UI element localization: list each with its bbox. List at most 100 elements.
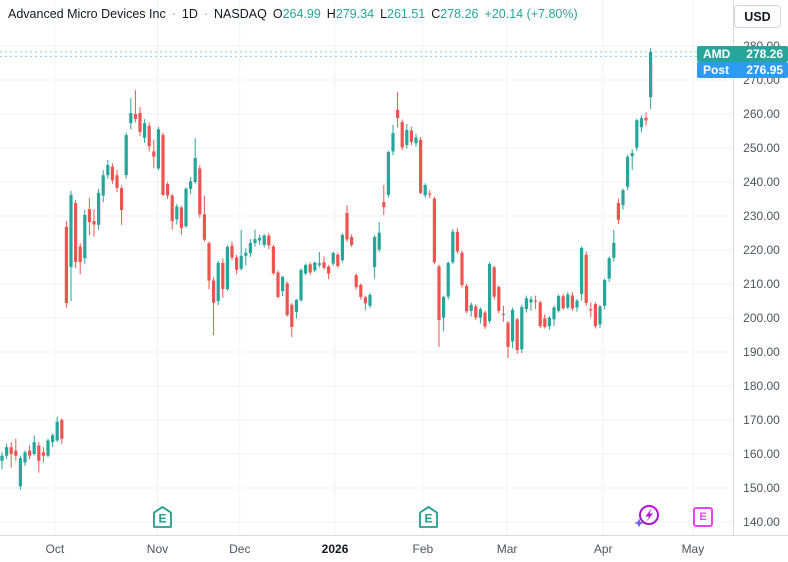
candle-body (575, 300, 579, 308)
candle-body (345, 212, 349, 240)
candle-body (198, 168, 202, 215)
time-tick-label: Apr (593, 542, 613, 556)
candle-body (189, 181, 193, 189)
price-tick-label: 260.00 (743, 107, 780, 121)
last-price-value: 278.26 (746, 46, 783, 61)
candle-body (216, 262, 220, 301)
candle-body (129, 112, 133, 124)
candle-body (258, 237, 262, 241)
price-tick-label: 150.00 (743, 481, 780, 495)
candle-body (419, 139, 423, 193)
candle-body (253, 239, 257, 244)
candle-body (566, 294, 570, 308)
candle-body (405, 129, 409, 145)
candle-body (106, 165, 110, 176)
candle-body (501, 313, 505, 315)
candle-body (161, 135, 165, 195)
candle-body (267, 235, 271, 246)
candle-body (308, 264, 312, 273)
candle-body (14, 450, 18, 456)
candle-body (313, 262, 317, 271)
candle-body (630, 153, 634, 157)
candle-body (281, 276, 285, 292)
time-tick-label: Nov (146, 542, 169, 556)
post-market-price-label: Post 276.95 (697, 61, 788, 78)
candle-body (442, 296, 446, 318)
candle-body (336, 254, 340, 266)
candle-body (488, 263, 492, 322)
candle-body (28, 450, 32, 456)
candle-body (359, 285, 363, 297)
candle-body (543, 318, 547, 327)
candle-body (409, 130, 413, 142)
candle-body (340, 235, 344, 261)
candle-body (492, 267, 496, 297)
price-tick-label: 140.00 (743, 515, 780, 529)
price-axis[interactable]: 280.00270.00260.00250.00240.00230.00220.… (733, 0, 788, 562)
upcoming-earnings-icon[interactable]: E (693, 507, 714, 527)
ohlc-open: O264.99 (272, 7, 321, 21)
candle-body (570, 295, 574, 309)
exchange-label: NASDAQ (214, 7, 267, 21)
last-price-symbol: AMD (703, 46, 731, 61)
candle-body (428, 193, 432, 195)
candle-body (294, 299, 298, 312)
time-tick-label: Feb (412, 542, 434, 556)
candle-body (465, 286, 469, 312)
symbol-legend[interactable]: Advanced Micro Devices Inc · 1D · NASDAQ… (8, 7, 578, 21)
candle-body (170, 195, 174, 222)
candle-body (506, 322, 510, 347)
currency-toggle-button[interactable]: USD (734, 5, 781, 28)
separator: · (203, 7, 209, 21)
candle-body (593, 304, 597, 327)
candle-body (538, 302, 542, 327)
candle-body (317, 263, 321, 265)
candle-body (363, 297, 367, 304)
candle-body (55, 421, 59, 441)
candle-body (87, 209, 91, 223)
candle-body (469, 304, 473, 311)
candle-body (354, 275, 358, 288)
price-tick-label: 250.00 (743, 141, 780, 155)
price-tick-label: 240.00 (743, 175, 780, 189)
candle-body (32, 442, 36, 454)
time-axis[interactable]: Oct Nov Dec 2026 Feb Mar Apr May (0, 535, 788, 562)
candle-body (230, 245, 234, 258)
interval-label: 1D (181, 7, 198, 21)
candle-body (350, 237, 354, 245)
price-tick-label: 160.00 (743, 447, 780, 461)
candle-body (621, 190, 625, 206)
candle-body (616, 203, 620, 220)
candle-body (83, 214, 87, 259)
candle-body (626, 156, 630, 187)
price-tick-label: 220.00 (743, 243, 780, 257)
candle-body (455, 231, 459, 252)
candle-body (414, 137, 418, 144)
candle-body (612, 242, 616, 258)
earnings-icon[interactable]: E (152, 505, 173, 529)
chart-pane: Advanced Micro Devices Inc · 1D · NASDAQ… (0, 0, 788, 537)
candle-body (92, 221, 96, 225)
candle-body (649, 51, 653, 98)
candle-body (322, 262, 326, 268)
price-tick-label: 190.00 (743, 345, 780, 359)
candle-body (331, 253, 335, 264)
candle-body (377, 232, 381, 250)
earnings-icon[interactable]: E (418, 505, 439, 529)
candle-body (239, 255, 243, 269)
candle-body (446, 262, 450, 297)
candle-body (327, 266, 331, 274)
upcoming-earnings-letter: E (693, 507, 714, 527)
candle-body (138, 112, 142, 133)
tech-event-lightning-icon[interactable] (631, 502, 663, 537)
candle-body (5, 447, 9, 456)
candle-body (179, 207, 183, 228)
time-tick-label: Oct (45, 542, 65, 556)
candle-body (101, 175, 105, 196)
candle-body (64, 226, 68, 304)
chart-canvas[interactable] (0, 0, 733, 535)
candle-body (46, 440, 50, 456)
separator: · (171, 7, 176, 21)
candle-body (460, 252, 464, 286)
candle-body (373, 237, 377, 267)
